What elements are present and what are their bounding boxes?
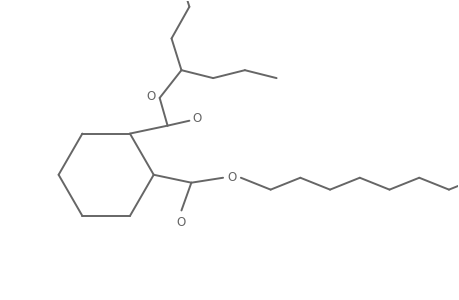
- Text: O: O: [176, 216, 186, 229]
- Text: O: O: [192, 112, 202, 125]
- Text: O: O: [146, 90, 155, 104]
- Text: O: O: [227, 171, 236, 184]
